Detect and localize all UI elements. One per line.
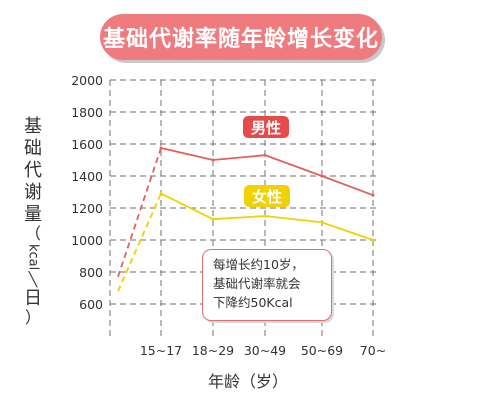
series-female-point (320, 220, 324, 224)
series-male-point (263, 153, 267, 157)
x-tick-label: 18~29 (192, 343, 234, 358)
annotation-box: 每增长约10岁， 基础代谢率就会 下降约50Kcal (202, 249, 332, 321)
series-female-point (371, 238, 375, 242)
y-axis-unit-close: ） (24, 308, 41, 328)
series-male-point (211, 158, 215, 162)
series-male-lead-line (117, 147, 162, 278)
y-axis-label-char: 代 (24, 160, 42, 181)
x-tick-label: 50~69 (301, 343, 343, 358)
y-axis-label-char: 谢 (24, 182, 42, 203)
y-tick-label: 1400 (71, 169, 103, 184)
legend-female-tag: 女性 (244, 185, 290, 207)
y-tick-label: 1800 (71, 105, 103, 120)
y-axis-label-char: 量 (24, 204, 42, 225)
series-male-point (159, 146, 163, 150)
y-axis-label-char: 基 (24, 116, 42, 137)
y-axis-label-char: 础 (24, 138, 42, 159)
series-male-point (320, 174, 324, 178)
y-axis-unit-slash: ╲ (28, 272, 38, 289)
series-female-lead-line (117, 193, 162, 292)
y-tick-label: 1000 (71, 233, 103, 248)
x-tick-label: 15~17 (140, 343, 182, 358)
chart-title: 基础代谢率随年龄增长变化 (102, 27, 379, 52)
series-female-point (159, 192, 163, 196)
y-tick-label: 2000 (71, 73, 103, 88)
y-axis-unit-kcal: kcal (25, 244, 41, 271)
y-axis-label: 基 础 代 谢 量 （ kcal ╲ 日 ） (16, 116, 50, 326)
y-tick-label: 600 (79, 297, 103, 312)
y-axis-unit-day: 日 (24, 288, 42, 310)
series-male-point (371, 193, 375, 197)
annotation-line-3: 下降约50Kcal (213, 295, 293, 310)
x-tick-label: 30~49 (244, 343, 286, 358)
legend-male-tag: 男性 (243, 116, 289, 138)
x-axis-label: 年龄（岁） (208, 372, 289, 391)
y-tick-label: 800 (79, 265, 103, 280)
title-banner: 基础代谢率随年龄增长变化 (100, 14, 382, 60)
y-tick-label: 1200 (71, 201, 103, 216)
x-tick-label: 70~ (360, 343, 386, 358)
annotation-line-2: 基础代谢率就会 (213, 276, 301, 291)
series-female-point (263, 214, 267, 218)
y-axis-unit-open: （ (24, 224, 41, 243)
annotation-line-1: 每增长约10岁， (213, 257, 304, 272)
series-female-point (211, 217, 215, 221)
y-tick-label: 1600 (71, 137, 103, 152)
